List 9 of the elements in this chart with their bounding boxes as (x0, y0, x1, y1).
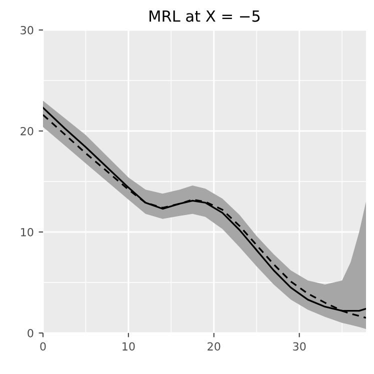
x-tick-label: 30 (293, 342, 306, 351)
chart-title: MRL at X = −5 (150, 10, 260, 22)
y-tick-label: 0 (28, 328, 34, 338)
y-tick-label: 30 (20, 26, 34, 34)
x-tick-label: 10 (122, 342, 135, 351)
y-tick-label: 10 (21, 228, 34, 236)
x-tick-label: 20 (208, 342, 220, 351)
x-tick-label: 0 (40, 342, 46, 351)
y-tick-label: 20 (20, 126, 34, 136)
